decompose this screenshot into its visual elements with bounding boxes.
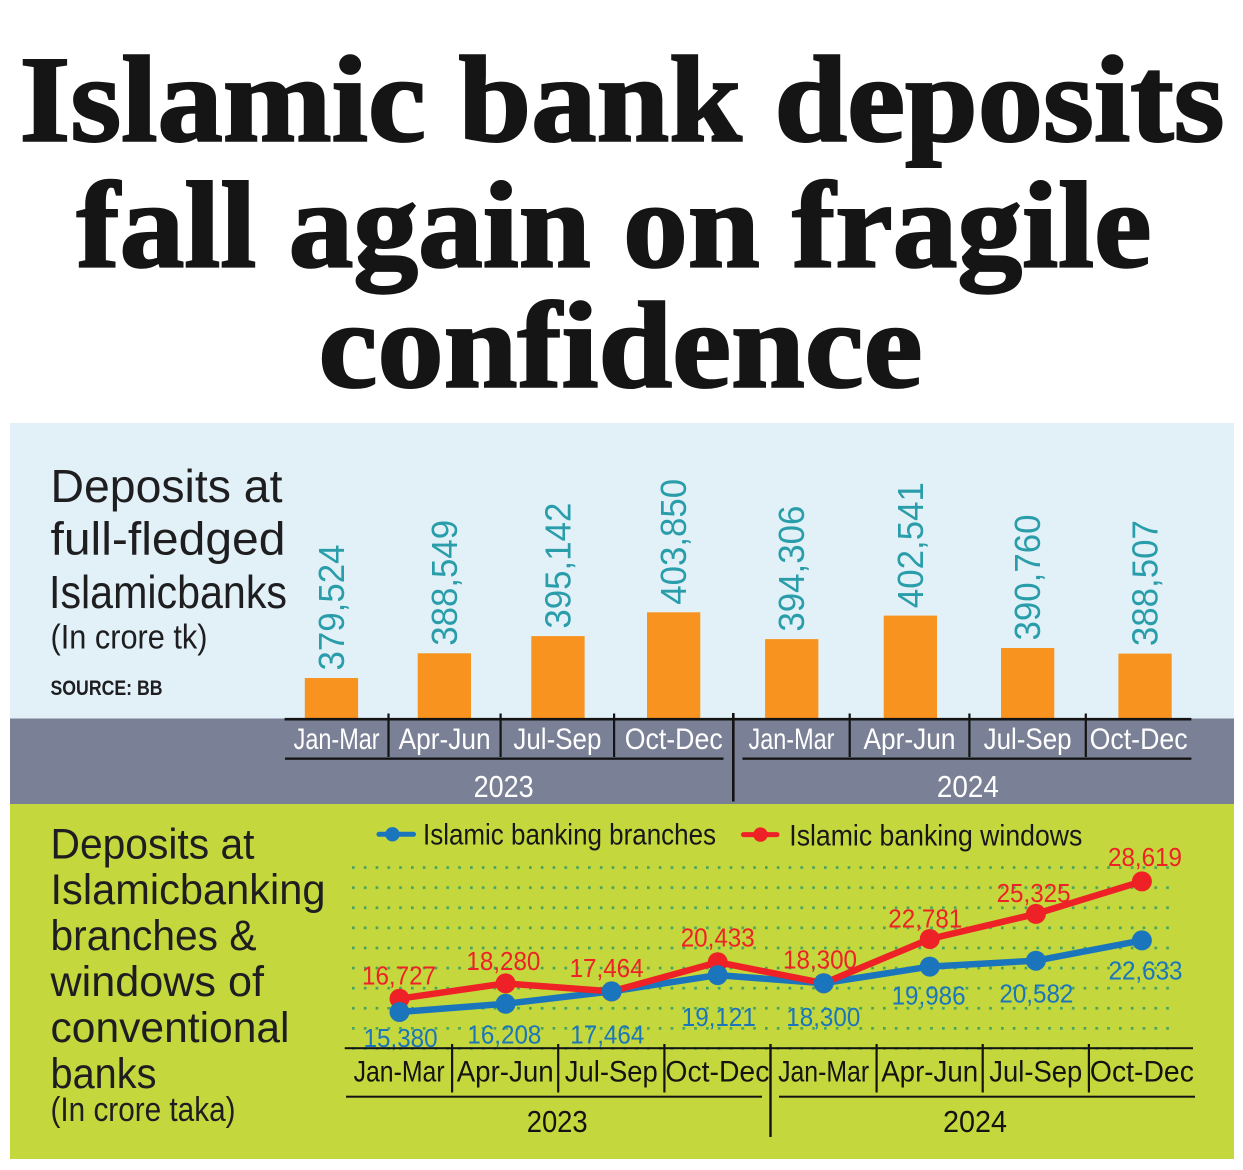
svg-text:22,781: 22,781 bbox=[888, 904, 962, 934]
svg-text:18,280: 18,280 bbox=[466, 946, 540, 976]
svg-text:2023: 2023 bbox=[474, 770, 534, 804]
svg-text:(In crore tk): (In crore tk) bbox=[51, 619, 208, 657]
svg-text:19,986: 19,986 bbox=[892, 981, 966, 1011]
svg-text:18,300: 18,300 bbox=[786, 1002, 860, 1032]
svg-text:confidence: confidence bbox=[319, 277, 923, 414]
svg-text:Apr-Jun: Apr-Jun bbox=[864, 723, 956, 756]
svg-text:Apr-Jun: Apr-Jun bbox=[457, 1055, 554, 1088]
svg-text:Islamic bank deposits: Islamic bank deposits bbox=[20, 31, 1225, 168]
svg-text:22,633: 22,633 bbox=[1109, 956, 1183, 986]
svg-text:Jan-Mar: Jan-Mar bbox=[354, 1055, 445, 1088]
svg-text:Jan-Mar: Jan-Mar bbox=[778, 1055, 869, 1088]
svg-text:Islamicbanks: Islamicbanks bbox=[49, 566, 287, 618]
svg-text:Deposits at: Deposits at bbox=[51, 460, 283, 512]
svg-text:Islamic banking branches: Islamic banking branches bbox=[423, 819, 716, 852]
svg-text:Apr-Jun: Apr-Jun bbox=[399, 723, 491, 756]
svg-text:conventional: conventional bbox=[51, 1005, 290, 1052]
svg-text:17,464: 17,464 bbox=[570, 1020, 644, 1050]
svg-text:388,507: 388,507 bbox=[1125, 520, 1166, 646]
svg-text:28,619: 28,619 bbox=[1108, 842, 1182, 872]
svg-text:379,524: 379,524 bbox=[311, 545, 352, 671]
svg-text:windows of: windows of bbox=[49, 959, 264, 1006]
svg-text:2024: 2024 bbox=[937, 770, 999, 804]
svg-text:20,433: 20,433 bbox=[681, 923, 755, 953]
svg-text:388,549: 388,549 bbox=[424, 520, 465, 646]
svg-text:403,850: 403,850 bbox=[653, 479, 694, 605]
svg-text:2024: 2024 bbox=[943, 1104, 1007, 1139]
svg-text:Apr-Jun: Apr-Jun bbox=[881, 1055, 978, 1088]
svg-text:Jan-Mar: Jan-Mar bbox=[294, 723, 380, 756]
svg-text:402,541: 402,541 bbox=[890, 482, 931, 608]
svg-text:fall again on fragile: fall again on fragile bbox=[77, 157, 1152, 294]
svg-text:Oct-Dec: Oct-Dec bbox=[1090, 723, 1188, 756]
svg-text:16,727: 16,727 bbox=[362, 960, 436, 990]
svg-text:Deposits at: Deposits at bbox=[51, 822, 255, 869]
svg-text:Jul-Sep: Jul-Sep bbox=[989, 1055, 1082, 1088]
svg-text:Islamic banking windows: Islamic banking windows bbox=[789, 820, 1082, 853]
svg-text:2023: 2023 bbox=[527, 1104, 588, 1139]
svg-text:16,208: 16,208 bbox=[467, 1019, 541, 1049]
svg-text:Jul-Sep: Jul-Sep bbox=[513, 723, 601, 756]
svg-text:Oct-Dec: Oct-Dec bbox=[1090, 1055, 1194, 1088]
svg-text:branches &: branches & bbox=[51, 913, 257, 960]
svg-text:(In crore taka): (In crore taka) bbox=[51, 1091, 236, 1129]
svg-text:394,306: 394,306 bbox=[771, 506, 812, 632]
svg-text:Oct-Dec: Oct-Dec bbox=[625, 723, 723, 756]
svg-text:Oct-Dec: Oct-Dec bbox=[665, 1055, 769, 1088]
svg-text:390,760: 390,760 bbox=[1007, 515, 1048, 641]
svg-text:SOURCE: BB: SOURCE: BB bbox=[51, 676, 163, 700]
svg-text:17,464: 17,464 bbox=[570, 953, 644, 983]
svg-text:Jul-Sep: Jul-Sep bbox=[565, 1055, 658, 1088]
svg-text:Jul-Sep: Jul-Sep bbox=[984, 723, 1072, 756]
svg-text:395,142: 395,142 bbox=[537, 503, 578, 629]
svg-text:Islamicbanking: Islamicbanking bbox=[51, 867, 326, 914]
svg-text:banks: banks bbox=[51, 1051, 157, 1098]
svg-text:18,300: 18,300 bbox=[783, 945, 857, 975]
svg-text:19,121: 19,121 bbox=[682, 1002, 756, 1032]
svg-text:full-fledged: full-fledged bbox=[51, 513, 286, 565]
svg-text:20,582: 20,582 bbox=[999, 979, 1073, 1009]
svg-text:25,325: 25,325 bbox=[997, 878, 1071, 908]
svg-text:Jan-Mar: Jan-Mar bbox=[749, 723, 835, 756]
